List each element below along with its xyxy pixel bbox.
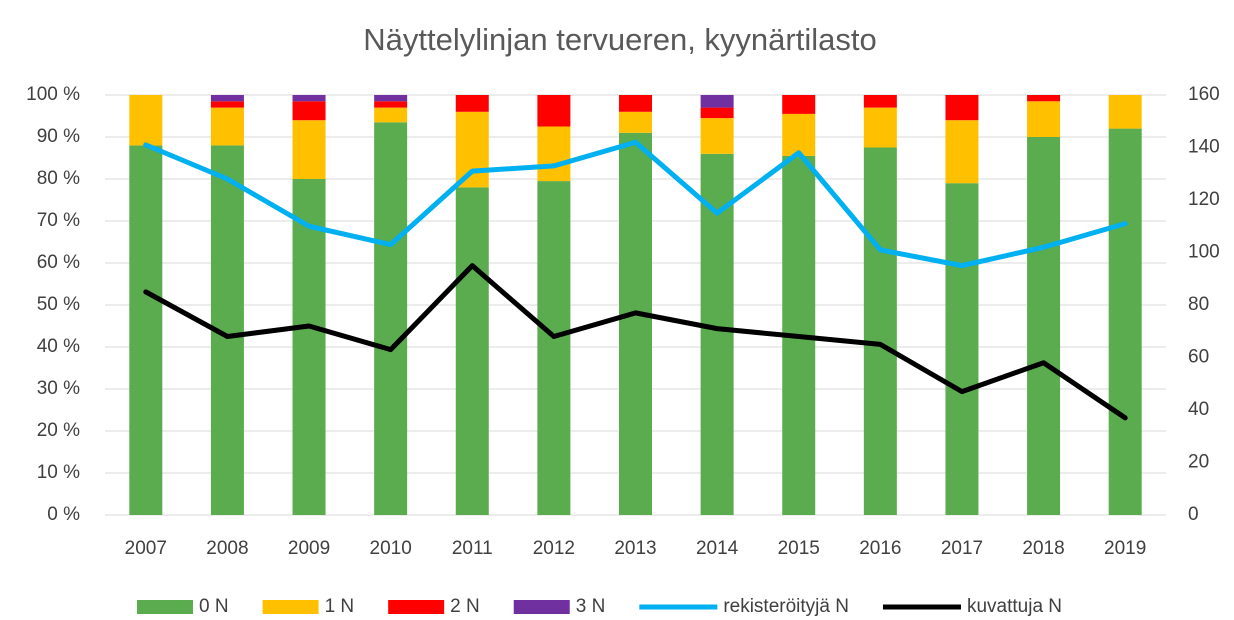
- y2-tick-label: 140: [1188, 137, 1220, 158]
- x-tick-label: 2009: [288, 538, 330, 559]
- legend-marker: [262, 600, 319, 614]
- bar-segment: [292, 95, 326, 102]
- bar-segment: [782, 113, 816, 156]
- bar-segment: [455, 187, 489, 515]
- x-tick-label: 2012: [533, 538, 575, 559]
- y-tick-label: 60 %: [37, 252, 80, 273]
- bar-segment: [700, 107, 734, 119]
- bar-segment: [700, 153, 734, 516]
- bar-segment: [619, 132, 652, 516]
- y-tick-label: 90 %: [37, 126, 80, 147]
- x-tick-label: 2017: [941, 538, 983, 559]
- bar-segment: [292, 101, 326, 121]
- legend-label: kuvattuja N: [967, 596, 1062, 617]
- y2-tick-label: 100: [1188, 242, 1220, 263]
- bar-segment: [782, 95, 816, 114]
- bar-segment: [863, 95, 897, 108]
- line: [143, 139, 1128, 269]
- y-tick-label: 30 %: [37, 378, 80, 399]
- legend-label: 1 N: [325, 596, 355, 617]
- chart-title: Näyttelylinjan tervueren, kyynärtilasto: [363, 22, 876, 57]
- bar-segment: [210, 101, 244, 108]
- bar-segment: [374, 107, 408, 123]
- y2-tick-label: 60: [1188, 347, 1209, 368]
- bar-segment: [945, 95, 979, 121]
- bar-segment: [374, 95, 408, 102]
- legend-marker: [388, 600, 445, 614]
- legend-marker: [137, 600, 193, 614]
- legend-label: 3 N: [576, 596, 606, 617]
- legend-marker: [513, 600, 570, 614]
- y2-tick-label: 0: [1188, 504, 1199, 525]
- y-tick-label: 40 %: [37, 336, 80, 357]
- bar-segment: [455, 111, 489, 188]
- bar-segment: [374, 101, 408, 108]
- bar-segment: [700, 95, 734, 108]
- bar-segment: [129, 145, 163, 515]
- bar-segment: [292, 179, 326, 515]
- bar-segment: [700, 118, 734, 154]
- bar-segment: [537, 126, 571, 182]
- bar-segment: [1027, 101, 1061, 137]
- x-tick-label: 2016: [859, 538, 901, 559]
- x-tick-label: 2019: [1104, 538, 1146, 559]
- bar-segment: [374, 122, 408, 516]
- y-tick-label: 50 %: [37, 294, 80, 315]
- bar-segment: [619, 111, 652, 133]
- x-tick-label: 2010: [370, 538, 412, 559]
- bar-segment: [537, 95, 571, 127]
- x-tick-label: 2015: [778, 538, 820, 559]
- bar-segment: [619, 95, 652, 112]
- bar-segment: [292, 120, 326, 179]
- bar-segment: [945, 183, 979, 515]
- y-tick-label: 10 %: [37, 462, 80, 483]
- bar-segment: [1027, 95, 1061, 102]
- x-tick-label: 2013: [614, 538, 656, 559]
- bar-segment: [129, 95, 163, 146]
- y2-tick-label: 120: [1188, 189, 1220, 210]
- y-tick-label: 0 %: [47, 504, 80, 525]
- x-tick-label: 2008: [206, 538, 248, 559]
- bar-segment: [863, 147, 897, 515]
- bar-segment: [1108, 128, 1142, 515]
- x-tick-label: 2011: [452, 538, 493, 559]
- bar-segment: [455, 95, 489, 112]
- legend-label: 0 N: [199, 596, 229, 617]
- bar-segment: [1108, 95, 1142, 129]
- y-tick-label: 80 %: [37, 168, 80, 189]
- bar-segment: [537, 181, 571, 515]
- bar-segment: [945, 120, 979, 184]
- y2-tick-label: 20: [1188, 452, 1209, 473]
- y-tick-label: 20 %: [37, 420, 80, 441]
- bar-segment: [1027, 137, 1061, 515]
- y2-tick-label: 160: [1188, 84, 1220, 105]
- y2-tick-label: 40: [1188, 399, 1209, 420]
- legend-label: 2 N: [450, 596, 480, 617]
- y-tick-label: 100 %: [26, 84, 80, 105]
- legend-label: rekisteröityjä N: [723, 596, 849, 617]
- y-tick-label: 70 %: [37, 210, 80, 231]
- x-tick-label: 2014: [696, 538, 739, 559]
- y2-tick-label: 80: [1188, 294, 1209, 315]
- bar-segment: [210, 107, 244, 146]
- x-tick-label: 2007: [125, 538, 167, 559]
- line: [143, 263, 1128, 421]
- bar-segment: [210, 95, 244, 102]
- bar-segment: [863, 107, 897, 148]
- x-tick-label: 2018: [1022, 538, 1064, 559]
